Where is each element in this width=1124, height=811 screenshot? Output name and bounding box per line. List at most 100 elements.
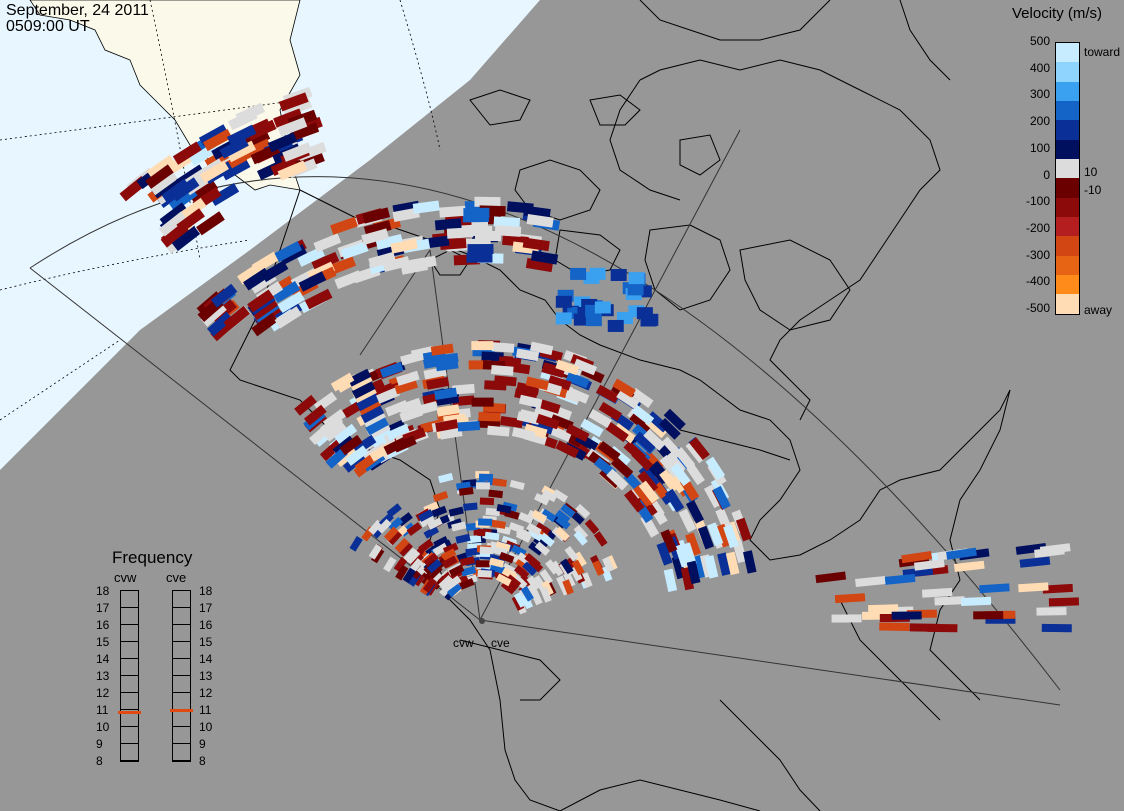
velocity-cell <box>360 405 385 424</box>
velocity-cell <box>460 566 477 577</box>
velocity-cell <box>834 593 866 604</box>
velocity-cell <box>246 119 277 141</box>
velocity-cell <box>170 177 200 202</box>
velocity-cell <box>418 538 434 553</box>
velocity-cell <box>518 394 543 409</box>
velocity-cell <box>282 142 312 162</box>
velocity-cell <box>573 358 598 376</box>
velocity-cell <box>685 532 702 557</box>
velocity-cell <box>196 211 225 236</box>
velocity-cell <box>697 525 714 550</box>
velocity-cell <box>560 558 574 575</box>
velocity-cell <box>562 579 574 595</box>
velocity-cell <box>223 305 250 331</box>
velocity-cell <box>532 575 547 591</box>
velocity-cell <box>393 435 417 453</box>
velocity-cell <box>901 551 933 564</box>
velocity-cell <box>459 556 475 567</box>
velocity-cell <box>528 541 544 556</box>
away-label: away <box>1084 303 1113 317</box>
velocity-cell <box>598 401 623 422</box>
colorbar-segment <box>1056 159 1079 179</box>
frequency-level-label: 16 <box>96 618 110 632</box>
velocity-cell <box>386 423 410 441</box>
velocity-cell <box>395 564 409 581</box>
velocity-cell <box>633 431 657 454</box>
velocity-cell <box>394 378 419 395</box>
velocity-cell <box>946 547 977 560</box>
velocity-cell <box>1042 583 1073 594</box>
velocity-cell <box>149 170 178 196</box>
velocity-cell <box>595 384 620 404</box>
velocity-cell <box>419 514 436 528</box>
velocity-cell <box>493 375 517 387</box>
velocity-cell <box>735 517 752 542</box>
velocity-cell <box>631 404 655 426</box>
velocity-cell <box>921 587 953 598</box>
velocity-cell <box>541 580 554 596</box>
velocity-colorbar <box>1055 42 1080 315</box>
velocity-cell <box>612 378 636 398</box>
velocity-cell <box>436 404 460 417</box>
velocity-cell <box>432 542 449 556</box>
velocity-cell <box>685 499 705 524</box>
velocity-cell <box>555 509 571 524</box>
velocity-cell <box>973 611 1004 620</box>
velocity-cell <box>656 541 673 566</box>
velocity-cell <box>689 437 710 461</box>
velocity-cell <box>475 482 490 490</box>
velocity-cell <box>555 440 580 459</box>
velocity-cell <box>361 228 389 245</box>
velocity-cell <box>573 524 589 540</box>
velocity-cell <box>516 411 541 425</box>
velocity-cell <box>484 531 500 541</box>
velocity-cell <box>351 380 376 399</box>
velocity-cell <box>723 524 739 549</box>
velocity-cell <box>226 124 257 147</box>
velocity-cell <box>664 488 685 513</box>
velocity-cell <box>581 572 593 588</box>
velocity-cell <box>412 200 440 214</box>
velocity-cell <box>670 463 691 487</box>
velocity-cell <box>715 523 732 548</box>
velocity-cell <box>1034 546 1065 558</box>
velocity-cell <box>202 128 233 152</box>
velocity-cell <box>631 449 654 472</box>
velocity-cell <box>1041 623 1072 633</box>
frequency-level-label: 13 <box>199 669 213 683</box>
frequency-cell <box>121 591 138 608</box>
velocity-cell <box>535 522 551 536</box>
velocity-cell <box>638 480 660 504</box>
radar-site-marker <box>479 618 485 624</box>
velocity-cell <box>394 537 410 553</box>
frequency-cell <box>173 676 190 693</box>
velocity-cell <box>515 348 540 362</box>
frequency-level-label: 9 <box>96 737 103 751</box>
velocity-cell <box>530 250 559 265</box>
velocity-cell <box>375 233 404 250</box>
velocity-cell <box>594 301 611 314</box>
frequency-cell <box>173 693 190 710</box>
frequency-cell <box>173 625 190 642</box>
velocity-cell <box>855 576 886 588</box>
velocity-cell <box>1048 597 1080 607</box>
velocity-cell <box>423 552 439 567</box>
toward-label: toward <box>1084 45 1121 59</box>
velocity-cell <box>334 270 363 290</box>
frequency-level-label: 14 <box>199 652 213 666</box>
graticule <box>0 0 441 421</box>
velocity-cell <box>207 311 234 337</box>
velocity-cell <box>934 596 965 606</box>
frequency-level-label: 15 <box>96 635 110 649</box>
frequency-cell <box>173 727 190 744</box>
frequency-title: Frequency <box>112 548 193 567</box>
velocity-cell <box>521 593 534 610</box>
velocity-cell <box>323 421 347 442</box>
velocity-cell <box>533 406 558 422</box>
velocity-cell <box>478 473 494 482</box>
velocity-tick-label: 300 <box>1029 87 1050 102</box>
velocity-cell <box>334 423 358 444</box>
velocity-cell <box>602 556 615 573</box>
velocity-cell <box>495 541 511 552</box>
